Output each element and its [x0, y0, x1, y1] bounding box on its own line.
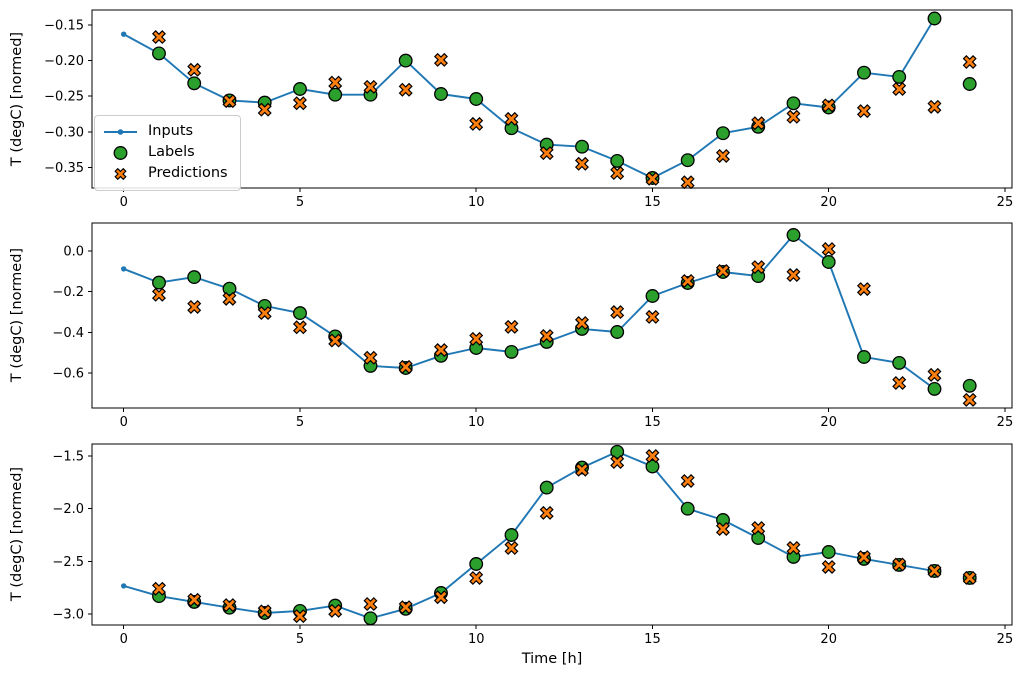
inputs-series [121, 15, 938, 181]
legend-label-predictions: Predictions [148, 165, 228, 182]
predictions-series [151, 30, 977, 190]
x-tick-label: 0 [120, 415, 128, 430]
labels-circle-icon [113, 146, 128, 160]
y-tick-label: −0.20 [44, 54, 84, 69]
y-axis-label-bottom: T (degC) [normed] [9, 466, 25, 602]
x-tick-label: 25 [997, 195, 1014, 210]
x-tick-label: 20 [820, 195, 837, 210]
inputs-line-icon [104, 129, 137, 135]
axes-frame [91, 9, 1013, 189]
y-tick-label: −0.4 [52, 326, 84, 341]
legend: Inputs Labels Predictions [94, 115, 241, 191]
x-tick-label: 10 [468, 632, 485, 647]
legend-item-predictions: Predictions [102, 165, 228, 183]
x-axis-label: Time [h] [521, 651, 583, 667]
axes-frame [91, 443, 1013, 626]
x-tick-label: 0 [120, 195, 128, 210]
y-tick-label: 0.0 [63, 245, 84, 260]
labels-series [152, 228, 977, 396]
x-tick-label: 25 [997, 632, 1014, 647]
subplot-1: 0 5 10 15 20 25 −0.15 −0.20 −0.25 −0.30 −0.35 [44, 9, 1014, 210]
legend-label-inputs: Inputs [148, 123, 194, 140]
subplot-3: 0 5 10 15 20 25 −1.5 −2.0 −2.5 −3.0 [52, 443, 1014, 647]
y-tick-label: −3.0 [52, 608, 84, 623]
y-tick-label: −0.35 [44, 161, 84, 176]
x-tick-label: 5 [296, 415, 304, 430]
axes-frame [91, 222, 1013, 409]
tick-marks [88, 250, 1006, 412]
inputs-series [121, 449, 938, 621]
legend-item-inputs: Inputs [102, 123, 228, 141]
y-tick-label: −0.30 [44, 125, 84, 140]
tick-marks [88, 24, 1006, 192]
y-axis-label-middle: T (degC) [normed] [9, 247, 25, 383]
y-tick-label: −0.25 [44, 90, 84, 105]
x-tick-label: 0 [120, 632, 128, 647]
x-tick-label: 5 [296, 632, 304, 647]
y-axis-label-top: T (degC) [normed] [9, 31, 25, 167]
x-tick-label: 15 [644, 415, 661, 430]
x-tick-label: 10 [468, 415, 485, 430]
y-tick-label: −2.5 [52, 555, 84, 570]
labels-series [152, 444, 977, 626]
tick-marks [88, 455, 1006, 629]
y-tick-label: −1.5 [52, 450, 84, 465]
x-tick-label: 20 [820, 632, 837, 647]
y-tick-label: −0.2 [52, 285, 84, 300]
x-tick-label: 20 [820, 415, 837, 430]
x-tick-label: 10 [468, 195, 485, 210]
predictions-series [151, 449, 977, 624]
predictions-series [151, 242, 977, 407]
legend-label-labels: Labels [148, 144, 195, 161]
y-tick-label: −2.0 [52, 502, 84, 517]
y-tick-label: −0.15 [44, 18, 84, 33]
predictions-x-icon [114, 167, 127, 181]
x-tick-label: 5 [296, 195, 304, 210]
legend-item-labels: Labels [102, 144, 228, 162]
x-tick-label: 15 [644, 632, 661, 647]
inputs-series [121, 232, 938, 392]
subplot-2: 0 5 10 15 20 25 0.0 −0.2 −0.4 −0.6 [52, 222, 1014, 430]
y-tick-label: −0.6 [52, 367, 84, 382]
x-tick-label: 25 [997, 415, 1014, 430]
x-tick-label: 15 [644, 195, 661, 210]
